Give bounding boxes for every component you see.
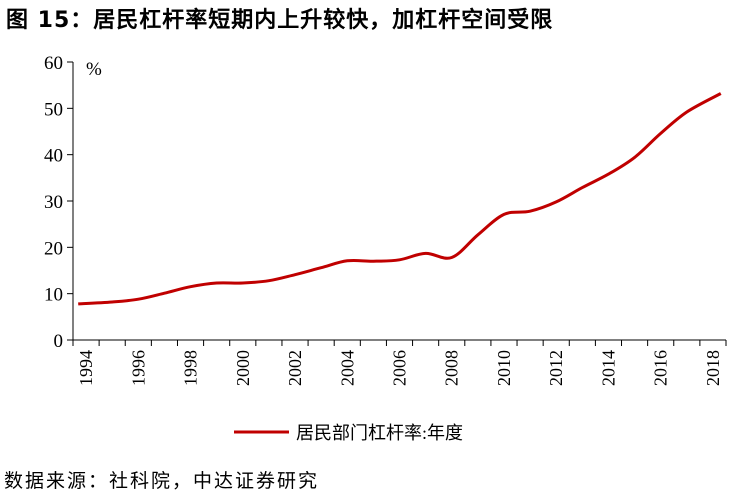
y-tick-label: 50 xyxy=(44,99,63,120)
x-tick-label: 2014 xyxy=(598,350,618,386)
y-tick-label: 20 xyxy=(44,238,63,259)
y-tick-label: 0 xyxy=(54,331,64,352)
x-tick-label: 2016 xyxy=(651,350,671,386)
x-tick-label: 2000 xyxy=(233,350,253,386)
x-tick-label: 1994 xyxy=(76,350,96,386)
x-tick-label: 1996 xyxy=(128,350,148,386)
x-tick-label: 1998 xyxy=(181,350,201,386)
x-tick-label: 2008 xyxy=(442,350,462,386)
y-tick-label: 40 xyxy=(44,146,63,167)
y-tick-label: 60 xyxy=(44,53,63,74)
x-tick-label: 2002 xyxy=(285,350,305,386)
x-tick-label: 2006 xyxy=(390,350,410,386)
chart-title: 图 15：居民杠杆率短期内上升较快，加杠杆空间受限 xyxy=(6,8,554,33)
y-tick-label: 30 xyxy=(44,192,63,213)
x-tick-label: 2012 xyxy=(546,350,566,386)
x-tick-label: 2004 xyxy=(337,350,357,386)
legend-label: 居民部门杠杆率:年度 xyxy=(296,423,463,443)
x-tick-label: 2010 xyxy=(494,350,514,386)
y-tick-label: 10 xyxy=(44,285,63,306)
data-source-note: 数据来源：社科院，中达证券研究 xyxy=(4,470,320,492)
y-axis-ticks: 0 10 20 30 40 50 60 xyxy=(44,53,73,352)
line-chart: 0 10 20 30 40 50 60 1994 1996 1998 2000 2002 2004 20… xyxy=(44,53,727,443)
x-axis-ticks: 1994 1996 1998 2000 2002 2004 2006 2008 2010 2012… xyxy=(72,340,727,386)
series-line xyxy=(78,92,722,306)
unit-label: % xyxy=(86,59,102,80)
x-tick-label: 2018 xyxy=(703,350,723,386)
